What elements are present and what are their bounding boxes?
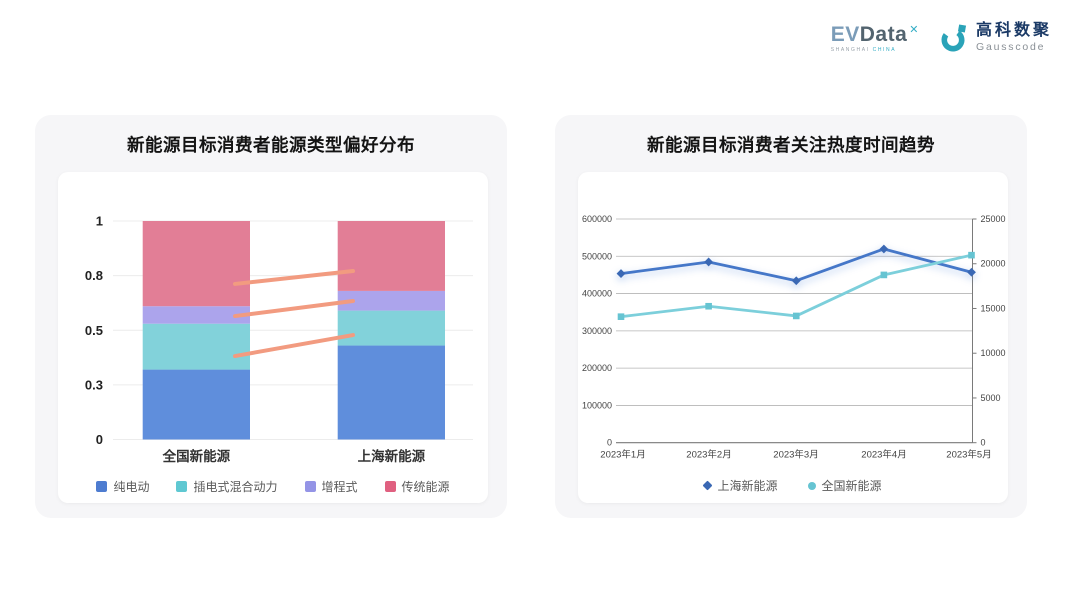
preference-chart-title: 新能源目标消费者能源类型偏好分布 [127, 135, 415, 155]
left-axis-label: 200000 [582, 363, 612, 373]
line-chart-legend: 上海新能源 全国新能源 [578, 477, 1008, 494]
y-axis-label: 0.5 [85, 323, 103, 338]
left-axis-label: 100000 [582, 400, 612, 410]
x-axis-label: 2023年1月 [600, 449, 645, 461]
data-point [879, 244, 889, 254]
data-point [617, 313, 625, 320]
data-point [967, 267, 976, 277]
y-axis-label: 1 [96, 214, 103, 229]
bar-segment [337, 290, 445, 311]
evdata-wordmark: EVData ✕ [831, 24, 919, 45]
legend-item[interactable]: 全国新能源 [807, 477, 882, 494]
square-marker-icon [807, 481, 816, 490]
legend-label: 传统能源 [401, 480, 450, 494]
x-category-label: 上海新能源 [358, 448, 426, 464]
data-series [616, 244, 976, 286]
left-axis-label: 300000 [582, 326, 612, 336]
legend-item[interactable]: 上海新能源 [703, 477, 778, 494]
preference-chart-card: 新能源目标消费者能源类型偏好分布 0 0.3 0.5 0.8 1 全国新能源 上海新能源 纯… [35, 115, 507, 518]
data-series [617, 251, 975, 320]
evdata-data-text: Data [859, 22, 908, 46]
trend-chart-panel: 0 100000 200000 300000 400000 500000 600000 0 50… [578, 172, 1008, 503]
x-axis-label: 2023年4月 [861, 449, 906, 461]
gausscode-texts: 高科数聚 Gausscode [976, 23, 1052, 53]
data-point [792, 312, 800, 320]
data-line [620, 253, 972, 319]
x-axis-label: 2023年5月 [946, 449, 991, 461]
bar-segment [142, 221, 250, 307]
connector-line [233, 333, 355, 359]
trend-chart-card: 新能源目标消费者关注热度时间趋势 0 100000 200000 300000 4000… [555, 115, 1027, 518]
left-axis-label: 0 [607, 438, 612, 448]
legend-label: 插电式混合动力 [193, 480, 278, 494]
evdata-subtitle: SHANGHAI CHINA [830, 46, 919, 53]
line-chart-svg: 0 100000 200000 300000 400000 500000 600000 0 50… [582, 214, 1006, 461]
legend-item[interactable]: 传统能源 [384, 478, 450, 495]
legend-label: 纯电动 [113, 480, 150, 494]
bar-segment [337, 345, 445, 440]
connector-line [233, 269, 355, 286]
diamond-marker-icon [703, 480, 713, 491]
data-point [616, 269, 626, 278]
x-category-label: 全国新能源 [162, 448, 231, 464]
gausscode-cn-name: 高科数聚 [975, 22, 1052, 40]
legend-swatch-icon [176, 481, 188, 492]
data-point [704, 257, 714, 267]
evdata-logo: EVData ✕ SHANGHAI CHINA [831, 24, 919, 53]
data-line [620, 247, 972, 283]
legend-label: 增程式 [321, 480, 358, 494]
evdata-ev-text: EV [830, 22, 860, 46]
evdata-sub-shanghai: SHANGHAI [830, 46, 870, 53]
bar-segment [142, 323, 250, 370]
legend-item[interactable]: 纯电动 [96, 478, 149, 495]
connector-line [233, 298, 355, 319]
left-axis-label: 400000 [582, 289, 612, 299]
header-logos: EVData ✕ SHANGHAI CHINA 高科数聚 Gausscode [831, 22, 1052, 54]
x-axis-label: 2023年3月 [773, 449, 818, 461]
right-axis-label: 15000 [981, 303, 1006, 313]
right-axis-label: 0 [981, 438, 986, 448]
gausscode-g-icon [941, 24, 967, 52]
bar-chart-svg: 0 0.3 0.5 0.8 1 全国新能源 上海新能源 [85, 214, 473, 464]
y-axis-label: 0.3 [85, 377, 103, 392]
legend-label: 全国新能源 [821, 479, 882, 493]
gausscode-en-name: Gausscode [975, 41, 1046, 54]
right-axis-label: 5000 [981, 393, 1001, 403]
y-axis-label: 0.8 [85, 268, 103, 283]
legend-swatch-icon [304, 481, 316, 492]
bar-segment [142, 306, 250, 324]
legend-item[interactable]: 插电式混合动力 [176, 478, 278, 495]
y-axis-label: 0 [96, 432, 103, 447]
preference-chart-panel: 0 0.3 0.5 0.8 1 全国新能源 上海新能源 纯电动 插电式混合动力 增程式 传统能源 [58, 172, 488, 503]
trend-chart-title: 新能源目标消费者关注热度时间趋势 [647, 135, 935, 155]
right-axis-label: 20000 [981, 259, 1006, 269]
bar-segment [337, 221, 445, 291]
right-axis-label: 10000 [981, 348, 1006, 358]
legend-swatch-icon [384, 481, 396, 492]
data-point [791, 276, 801, 286]
data-point [880, 271, 888, 279]
bar-chart-legend: 纯电动 插电式混合动力 增程式 传统能源 [58, 478, 488, 495]
legend-item[interactable]: 增程式 [304, 478, 358, 495]
bar-segment [337, 310, 445, 346]
data-point [705, 302, 712, 310]
left-axis-label: 500000 [582, 251, 612, 261]
data-point [968, 251, 975, 259]
left-axis-label: 600000 [582, 214, 612, 224]
legend-swatch-icon [96, 481, 108, 492]
evdata-x-icon: ✕ [909, 23, 919, 36]
legend-label: 上海新能源 [717, 479, 778, 493]
gausscode-logo: 高科数聚 Gausscode [939, 22, 1052, 54]
bar-segment [142, 369, 250, 440]
x-axis-label: 2023年2月 [686, 449, 731, 461]
evdata-sub-china: CHINA [872, 46, 897, 53]
right-axis-label: 25000 [981, 214, 1006, 224]
